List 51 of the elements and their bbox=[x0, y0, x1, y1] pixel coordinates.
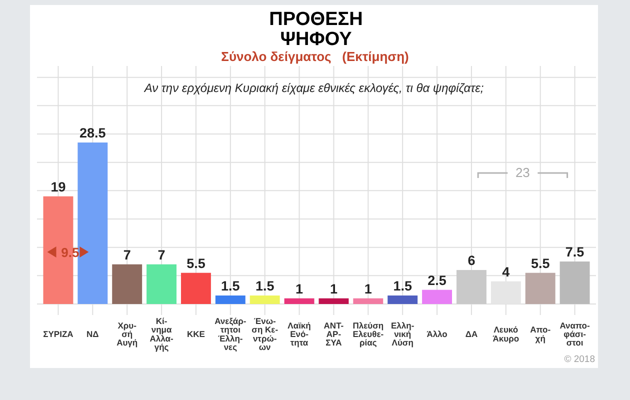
data-label: 1 bbox=[330, 281, 338, 296]
data-label: 1 bbox=[364, 281, 372, 296]
bar bbox=[250, 296, 280, 304]
bar bbox=[78, 142, 108, 304]
x-tick-label: Ελλη- νική Λύση bbox=[391, 320, 414, 348]
annotation: Αν την ερχόμενη Κυριακή είχαμε εθνικές εκλογές, τι θα ψηφίζατε; bbox=[143, 81, 484, 95]
bar bbox=[180, 272, 211, 304]
data-label: 28.5 bbox=[80, 126, 106, 140]
bar bbox=[146, 264, 177, 304]
data-label: 1 bbox=[296, 281, 304, 296]
x-tick-label: ΚΚΕ bbox=[186, 329, 206, 339]
x-tick-label: Ένω- ση Κε- ντρώ- ων bbox=[252, 316, 278, 352]
x-tick-label: Αναπο- φάσι- στοι bbox=[560, 320, 590, 348]
data-label: 2.5 bbox=[428, 272, 447, 288]
data-label: 4 bbox=[502, 264, 510, 280]
data-label: 7.5 bbox=[565, 244, 585, 260]
x-tick-label: Λαϊκή Ενό- τητα bbox=[288, 320, 311, 348]
bar bbox=[525, 272, 556, 304]
data-label: 1.5 bbox=[393, 278, 412, 294]
x-tick-label: ΔΑ bbox=[465, 329, 478, 339]
text: © 2018 bbox=[564, 354, 595, 365]
bar bbox=[560, 262, 590, 304]
x-tick-label: Πλεύση Ελευθε- ρίας bbox=[352, 320, 384, 348]
x-tick-label: ΑΝΤ- ΑΡ- ΣΥΑ bbox=[324, 320, 344, 348]
x-tick-label: Κί- νημα Αλλα- γής bbox=[150, 316, 174, 352]
data-label: 19 bbox=[50, 179, 66, 194]
bar bbox=[456, 270, 486, 304]
chart-subtitle: Σύνολο δείγματος (Εκτίμηση) bbox=[221, 49, 409, 64]
annotation: 23 bbox=[515, 165, 530, 180]
bar bbox=[422, 290, 452, 304]
x-tick-label: Λευκό Άκυρο bbox=[492, 324, 520, 344]
chart-title: ΠΡΟΘΕΣΗ ΨΗΦΟΥ bbox=[269, 9, 363, 50]
bar bbox=[388, 296, 418, 304]
bar bbox=[353, 298, 384, 304]
x-tick-label: ΝΔ bbox=[86, 329, 99, 339]
data-label: 7 bbox=[158, 247, 166, 262]
bar bbox=[215, 296, 246, 304]
data-label: 1.5 bbox=[221, 278, 240, 294]
bar bbox=[318, 298, 349, 304]
x-tick-label: Απο- χή bbox=[530, 324, 551, 344]
data-label: 7 bbox=[123, 247, 131, 262]
data-label: 5.5 bbox=[186, 256, 206, 271]
data-label: 1.5 bbox=[255, 278, 275, 294]
data-label: 5.5 bbox=[530, 256, 550, 271]
x-tick-label: Χρυ- σή Αυγή bbox=[116, 320, 138, 348]
data-label: 6 bbox=[468, 253, 476, 268]
x-tick-label: Ανεξάρ- τητοι Έλλη- νες bbox=[214, 316, 246, 352]
bar bbox=[112, 264, 142, 304]
x-tick-label: Άλλο bbox=[426, 329, 448, 339]
bar bbox=[284, 298, 314, 304]
x-tick-label: ΣΥΡΙΖΑ bbox=[43, 329, 74, 339]
